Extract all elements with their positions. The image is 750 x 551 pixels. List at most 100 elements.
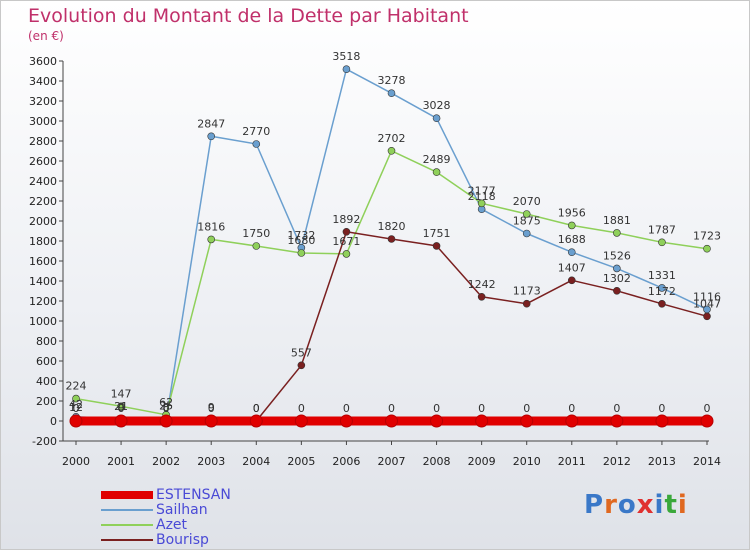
- data-label-estensan: 0: [388, 402, 395, 415]
- data-point-bourisp: [387, 235, 396, 243]
- y-tick-label: -200: [32, 435, 57, 448]
- proxiti-logo: Proxiti: [584, 490, 688, 520]
- data-point-estensan: [385, 414, 398, 428]
- data-point-estensan: [655, 414, 669, 428]
- data-label-bourisp: 25: [159, 400, 173, 413]
- data-point-azet: [613, 229, 621, 237]
- data-point-azet: [703, 244, 711, 253]
- data-label-bourisp: 9: [118, 401, 125, 414]
- data-label-azet: 1671: [332, 235, 360, 248]
- data-label-estensan: 0: [613, 402, 620, 415]
- data-point-bourisp: [477, 292, 486, 301]
- data-label-sailhan: 42: [69, 398, 83, 411]
- data-label-azet: 147: [111, 387, 132, 400]
- data-point-azet: [297, 249, 306, 257]
- y-tick-label: 1400: [29, 275, 57, 288]
- data-label-estensan: 0: [433, 402, 440, 415]
- x-tick-label: 2001: [107, 455, 135, 468]
- x-tick-label: 2012: [603, 455, 631, 468]
- y-tick-label: 1800: [29, 235, 57, 248]
- y-tick-label: 0: [50, 415, 57, 428]
- data-label-azet: 2489: [423, 153, 451, 166]
- data-label-azet: 2177: [468, 184, 496, 197]
- x-tick-label: 2002: [152, 455, 180, 468]
- data-point-estensan: [339, 414, 353, 428]
- y-tick-label: 3400: [29, 75, 57, 88]
- data-label-azet: 1750: [242, 227, 270, 240]
- data-label-estensan: 0: [523, 402, 530, 415]
- data-label-bourisp: 12: [69, 401, 83, 414]
- data-point-azet: [658, 238, 666, 247]
- legend-label-bourisp: Bourisp: [156, 532, 209, 548]
- data-label-sailhan: 3518: [332, 50, 360, 63]
- data-label-azet: 62: [159, 396, 173, 409]
- data-label-sailhan: 1875: [513, 215, 541, 228]
- data-point-sailhan: [252, 140, 261, 148]
- data-label-bourisp: 1172: [648, 285, 676, 298]
- data-point-estensan: [520, 414, 534, 428]
- data-label-estensan: 0: [343, 402, 350, 415]
- data-label-sailhan: 1526: [603, 249, 631, 262]
- data-label-sailhan: 8: [163, 401, 170, 414]
- data-label-estensan: 0: [73, 402, 80, 415]
- data-label-azet: 1956: [558, 206, 586, 219]
- data-point-estensan: [114, 414, 128, 428]
- data-label-azet: 2702: [378, 132, 406, 145]
- chart-title: Evolution du Montant de la Dette par Hab…: [28, 5, 469, 27]
- data-label-bourisp: 1820: [378, 220, 406, 233]
- data-label-sailhan: 3028: [423, 99, 451, 112]
- data-label-bourisp: 1047: [693, 297, 721, 310]
- data-point-bourisp: [567, 276, 576, 285]
- data-label-estensan: 0: [118, 402, 125, 415]
- data-point-estensan: [610, 414, 624, 428]
- data-label-bourisp: 1242: [468, 278, 496, 291]
- data-label-bourisp: 1751: [423, 227, 451, 240]
- data-point-sailhan: [522, 229, 531, 238]
- data-point-sailhan: [567, 248, 576, 256]
- legend-label-estensan: ESTENSAN: [156, 487, 231, 503]
- x-tick-label: 2008: [423, 455, 451, 468]
- data-point-bourisp: [342, 228, 351, 236]
- data-label-sailhan: 2847: [197, 117, 225, 130]
- data-point-estensan: [249, 414, 263, 428]
- data-label-sailhan: 1116: [693, 290, 721, 303]
- x-tick-label: 2000: [62, 455, 90, 468]
- y-tick-label: 1600: [29, 255, 57, 268]
- data-label-bourisp: 0: [253, 402, 260, 415]
- y-tick-label: 1200: [29, 295, 57, 308]
- data-label-azet: 224: [66, 380, 87, 393]
- y-tick-label: 1000: [29, 315, 57, 328]
- x-tick-label: 2005: [287, 455, 315, 468]
- data-label-bourisp: 1302: [603, 272, 631, 285]
- y-tick-label: 2400: [29, 175, 57, 188]
- data-point-estensan: [475, 414, 489, 428]
- data-point-azet: [432, 168, 441, 176]
- data-point-bourisp: [613, 286, 621, 295]
- data-point-estensan: [700, 414, 714, 428]
- x-tick-label: 2003: [197, 455, 225, 468]
- data-label-sailhan: 1688: [558, 233, 586, 246]
- data-label-azet: 1680: [287, 234, 315, 247]
- x-tick-label: 2009: [468, 455, 496, 468]
- data-point-estensan: [565, 414, 579, 428]
- data-label-sailhan: 3278: [378, 74, 406, 87]
- data-point-sailhan: [658, 284, 666, 292]
- series-line-sailhan: [75, 68, 708, 421]
- data-label-estensan: 0: [658, 402, 665, 415]
- y-tick-label: 3000: [29, 115, 57, 128]
- legend-label-azet: Azet: [156, 517, 188, 533]
- data-point-bourisp: [522, 299, 531, 308]
- data-label-sailhan: 1331: [648, 269, 676, 282]
- data-point-estensan: [159, 414, 173, 428]
- data-label-estensan: 0: [253, 402, 260, 415]
- data-point-estensan: [69, 414, 83, 428]
- legend-swatch-estensan: [101, 491, 153, 499]
- data-point-bourisp: [297, 361, 306, 370]
- data-label-azet: 1723: [693, 230, 721, 243]
- data-point-bourisp: [658, 299, 666, 308]
- data-point-estensan: [430, 414, 444, 428]
- data-label-bourisp: 1892: [332, 213, 360, 226]
- data-label-azet: 1816: [197, 220, 225, 233]
